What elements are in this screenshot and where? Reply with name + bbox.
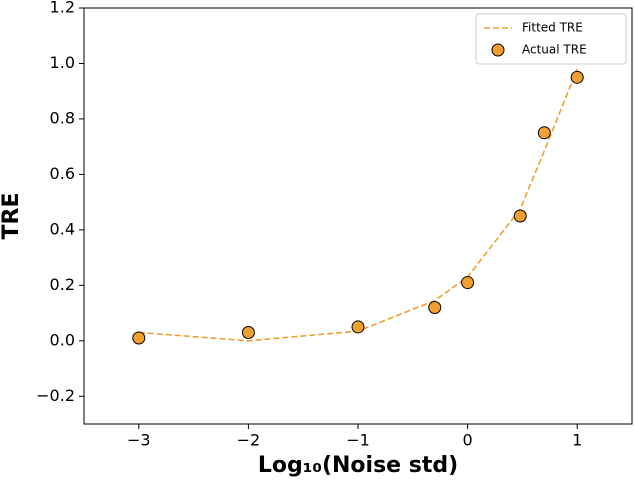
legend-label: Actual TRE	[522, 43, 587, 57]
y-tick-label: 0.2	[50, 275, 75, 294]
data-point	[241, 325, 255, 339]
x-tick-label: −1	[346, 431, 370, 450]
data-point	[132, 331, 146, 345]
y-tick-label: −0.2	[36, 386, 75, 405]
legend-swatch	[491, 43, 505, 57]
plot-frame	[83, 7, 633, 425]
y-tick-label: 0.6	[50, 164, 75, 183]
y-tick-label: 0.8	[50, 108, 75, 127]
x-axis-title: Log₁₀(Noise std)	[258, 453, 458, 478]
data-point	[428, 301, 442, 315]
x-tick-label: −3	[127, 431, 151, 450]
legend-label: Fitted TRE	[522, 21, 583, 35]
data-point	[351, 320, 365, 334]
y-tick-label: 0.4	[50, 219, 75, 238]
y-tick-label: 1.2	[50, 0, 75, 17]
data-point	[513, 209, 527, 223]
legend-box	[475, 13, 627, 65]
data-point	[461, 276, 475, 290]
x-tick-label: −2	[237, 431, 261, 450]
y-axis-title: TRE	[0, 193, 24, 240]
y-tick-label: 1.0	[50, 53, 75, 72]
x-tick-label: 0	[463, 431, 473, 450]
x-tick-label: 1	[572, 431, 582, 450]
data-point	[570, 70, 584, 84]
y-tick-label: 0.0	[50, 330, 75, 349]
data-point	[537, 126, 551, 140]
fitted-line	[138, 68, 578, 342]
